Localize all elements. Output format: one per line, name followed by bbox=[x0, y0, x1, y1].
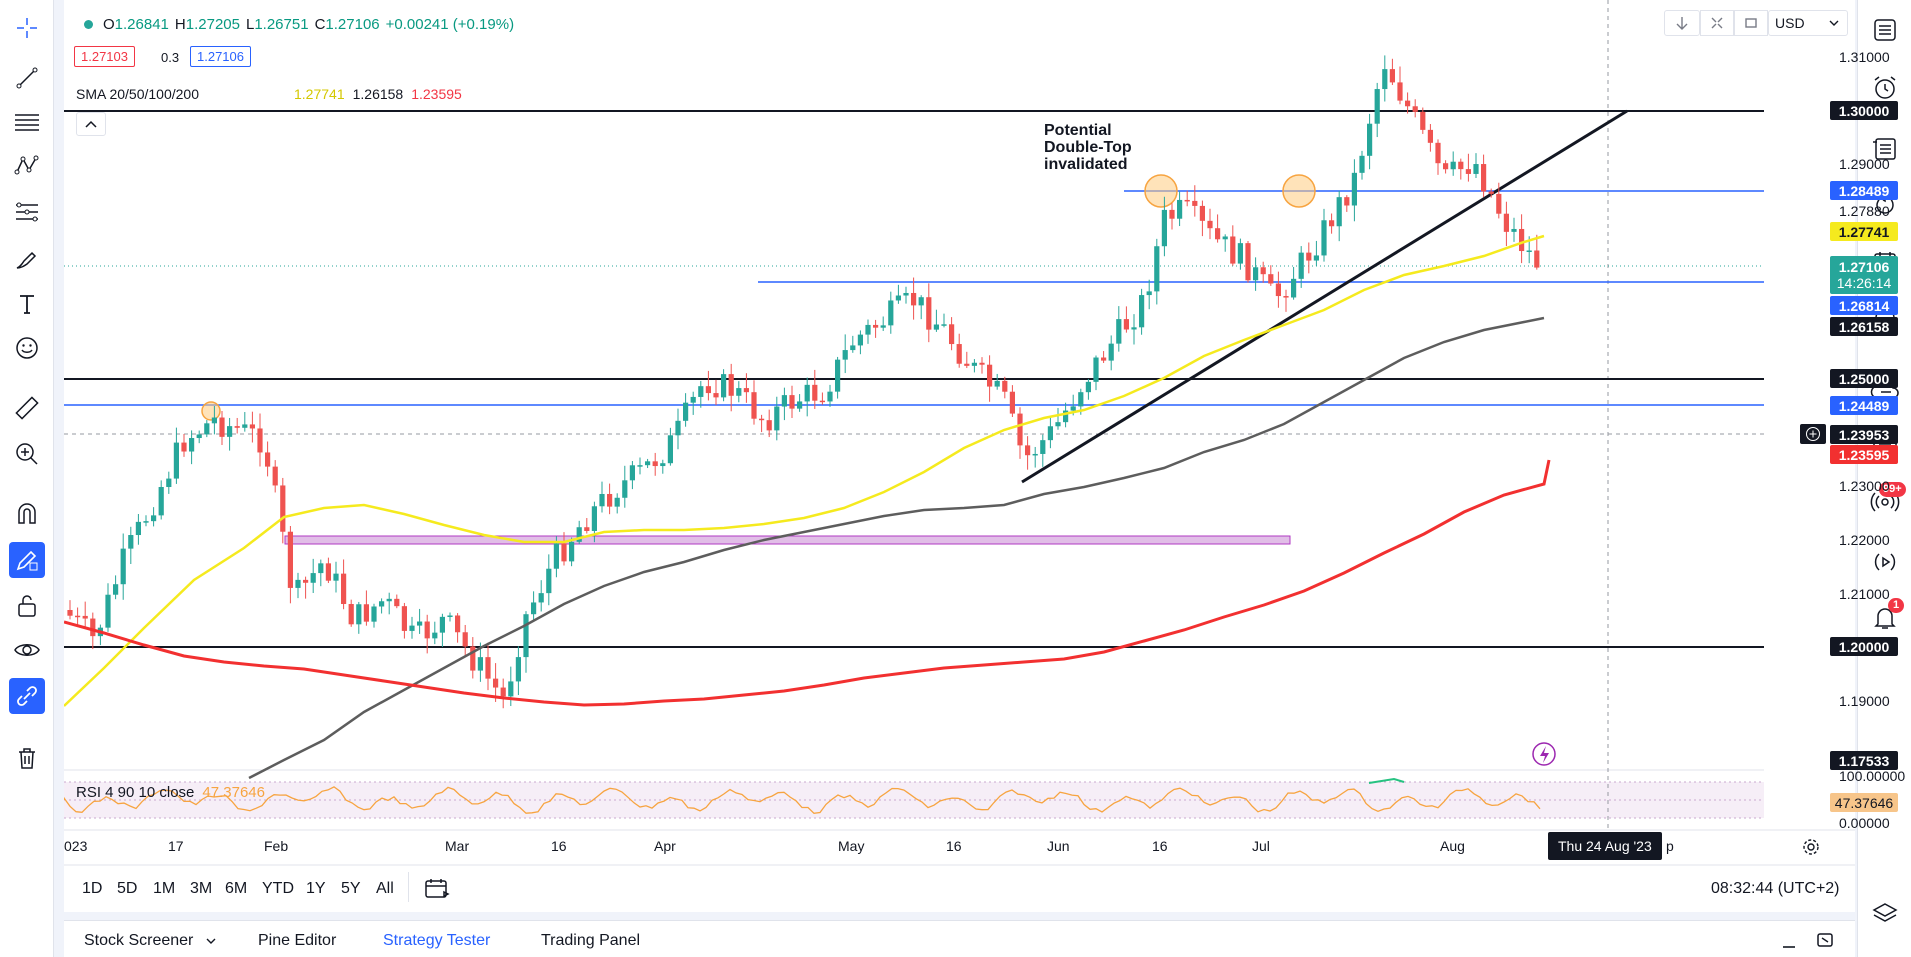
sma20-label: 1.27741 bbox=[1830, 222, 1898, 241]
level-117533-label: 1.17533 bbox=[1830, 751, 1898, 770]
divider bbox=[408, 872, 409, 902]
add-level-button[interactable] bbox=[1800, 424, 1826, 444]
rsi-axis-label: 47.37646 bbox=[1830, 793, 1898, 812]
chart-panel: USD O1.26841 H1.27205 L1.26751 C1.27106 … bbox=[64, 0, 1905, 912]
draw-mode-icon[interactable] bbox=[9, 542, 45, 578]
eye-icon[interactable] bbox=[9, 632, 45, 668]
sma200-label: 1.23595 bbox=[1830, 445, 1898, 464]
last-price-label: 1.27106 14:26:14 bbox=[1830, 256, 1898, 294]
arrow-down-icon[interactable] bbox=[1664, 10, 1700, 36]
range-5d-button[interactable]: 5D bbox=[117, 880, 138, 897]
high-value: 1.27205 bbox=[185, 16, 240, 33]
watchlist-icon[interactable] bbox=[1867, 12, 1903, 48]
sell-price-box[interactable]: 1.27103 bbox=[74, 46, 135, 67]
candles bbox=[67, 55, 1540, 709]
range-6m-button[interactable]: 6M bbox=[225, 880, 248, 897]
market-status-dot bbox=[84, 20, 93, 29]
level-130000-label: 1.30000 bbox=[1830, 101, 1898, 120]
trash-icon[interactable] bbox=[9, 740, 45, 776]
level-120000-label: 1.20000 bbox=[1830, 637, 1898, 656]
rsi-legend[interactable]: RSI 4 90 10 close 47.37646 bbox=[76, 784, 265, 801]
text-icon[interactable] bbox=[9, 286, 45, 322]
hotlist-icon[interactable] bbox=[1867, 184, 1903, 220]
prediction-icon[interactable] bbox=[9, 194, 45, 230]
level-124489-label: 1.24489 bbox=[1830, 396, 1898, 415]
sma-200-line bbox=[64, 459, 1551, 707]
magnet-icon[interactable] bbox=[9, 496, 45, 532]
ruler-icon[interactable] bbox=[9, 390, 45, 426]
bell-icon[interactable] bbox=[1867, 600, 1903, 636]
sma-legend-label[interactable]: SMA 20/50/100/200 bbox=[76, 86, 199, 102]
flash-icon[interactable] bbox=[1532, 742, 1556, 766]
sma-20-line bbox=[64, 234, 1545, 707]
chevron-down-icon bbox=[206, 938, 216, 944]
zoom-in-icon[interactable] bbox=[9, 436, 45, 472]
date-range-calendar-icon[interactable] bbox=[424, 877, 450, 906]
settings-gear-icon[interactable] bbox=[1802, 838, 1820, 861]
clock[interactable]: 08:32:44 (UTC+2) bbox=[1711, 880, 1840, 897]
close-value: 1.27106 bbox=[325, 16, 380, 33]
tab-stock-screener[interactable]: Stock Screener bbox=[84, 932, 216, 950]
trend-line-icon[interactable] bbox=[9, 60, 45, 96]
pattern-icon[interactable] bbox=[9, 148, 45, 184]
collapse-icon[interactable] bbox=[1700, 10, 1734, 36]
collapse-legend-button[interactable] bbox=[76, 112, 106, 136]
crosshair-date-label: Thu 24 Aug '23 bbox=[1548, 832, 1662, 860]
maximize-panel-icon[interactable] bbox=[1816, 931, 1834, 954]
range-1y-button[interactable]: 1Y bbox=[306, 880, 326, 897]
link-icon[interactable] bbox=[9, 678, 45, 714]
chevron-up-icon bbox=[85, 120, 97, 128]
minimize-panel-icon[interactable] bbox=[1782, 935, 1796, 954]
layers-icon[interactable] bbox=[1867, 896, 1903, 932]
level-126814-label: 1.26814 bbox=[1830, 296, 1898, 315]
range-ytd-button[interactable]: YTD bbox=[262, 880, 294, 897]
tab-trading-panel[interactable]: Trading Panel bbox=[541, 932, 641, 949]
level-125000-label: 1.25000 bbox=[1830, 369, 1898, 388]
alert-badge: 1 bbox=[1888, 598, 1905, 613]
brush-icon[interactable] bbox=[9, 242, 45, 278]
range-3m-button[interactable]: 3M bbox=[190, 880, 213, 897]
plus-circle-icon bbox=[1806, 427, 1820, 441]
chat-badge: 99+ bbox=[1879, 482, 1906, 497]
ohlc-legend: O1.26841 H1.27205 L1.26751 C1.27106 +0.0… bbox=[84, 16, 514, 33]
crosshair-icon[interactable] bbox=[9, 10, 45, 46]
sma100-label: 1.26158 bbox=[1830, 317, 1898, 336]
low-value: 1.26751 bbox=[254, 16, 309, 33]
range-1d-button[interactable]: 1D bbox=[82, 880, 103, 897]
spread-value: 0.3 bbox=[161, 50, 180, 65]
tab-strategy-tester[interactable]: Strategy Tester bbox=[383, 932, 491, 949]
broadcast-icon[interactable] bbox=[1867, 544, 1903, 580]
lock-icon[interactable] bbox=[9, 588, 45, 624]
crosshair-price-label: 1.23953 bbox=[1830, 425, 1898, 444]
tab-pine-editor[interactable]: Pine Editor bbox=[258, 932, 337, 949]
sma-legend-values: 1.27741 1.26158 1.23595 bbox=[294, 86, 462, 102]
change-value: +0.00241 (+0.19%) bbox=[385, 16, 515, 33]
buy-price-box[interactable]: 1.27106 bbox=[190, 46, 251, 67]
currency-value: USD bbox=[1775, 15, 1805, 31]
rsi-line bbox=[64, 786, 1541, 814]
alarm-icon[interactable] bbox=[1867, 70, 1903, 106]
data-window-icon[interactable] bbox=[1867, 130, 1903, 166]
currency-select[interactable]: USD bbox=[1768, 10, 1848, 36]
left-drawing-toolbar bbox=[0, 0, 54, 957]
sma-100-line bbox=[248, 316, 1545, 780]
range-all-button[interactable]: All bbox=[376, 880, 394, 897]
bottom-panel-bar: Stock Screener Pine Editor Strategy Test… bbox=[64, 920, 1855, 957]
range-1m-button[interactable]: 1M bbox=[153, 880, 176, 897]
range-5y-button[interactable]: 5Y bbox=[341, 880, 361, 897]
emoji-icon[interactable] bbox=[9, 330, 45, 366]
price-chart[interactable] bbox=[64, 0, 1855, 912]
double-top-annotation[interactable]: Potential Double-Top invalidated bbox=[1044, 122, 1132, 173]
fib-icon[interactable] bbox=[9, 104, 45, 140]
stream-icon[interactable] bbox=[1867, 484, 1903, 520]
level-128489-label: 1.28489 bbox=[1830, 181, 1898, 200]
open-value: 1.26841 bbox=[114, 16, 169, 33]
fullscreen-icon[interactable] bbox=[1734, 10, 1768, 36]
